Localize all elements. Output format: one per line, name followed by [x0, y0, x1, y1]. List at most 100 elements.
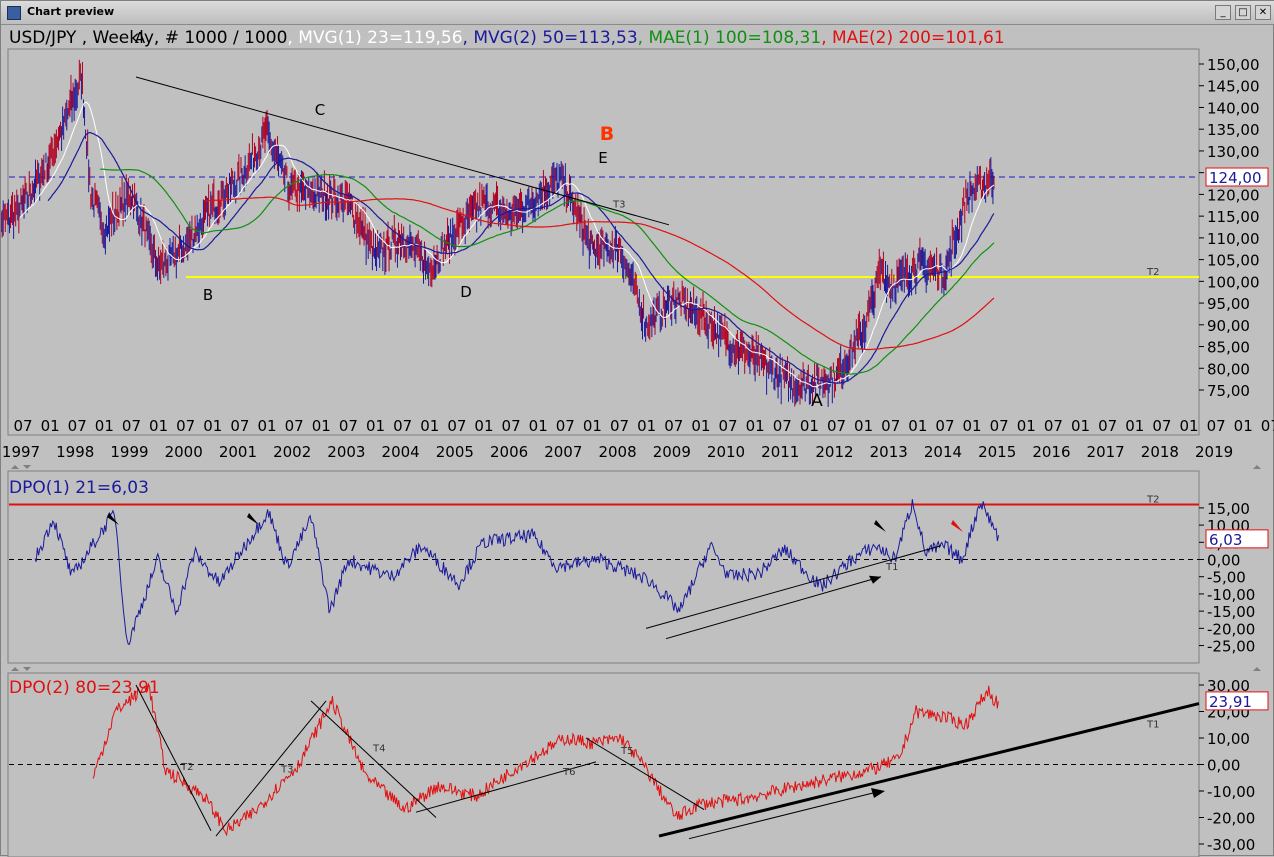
price-y-axis: 150,00145,00140,00135,00130,00125,00120,… — [1199, 56, 1269, 400]
month-tick-label: 01 — [1071, 417, 1090, 435]
month-tick-label: 01 — [529, 417, 548, 435]
minimize-button[interactable]: _ — [1215, 5, 1231, 20]
month-tick-label: 07 — [176, 417, 195, 435]
splitter-handle-1[interactable] — [11, 465, 31, 469]
dpo1-title: DPO(1) 21=6,03 — [9, 478, 149, 498]
month-tick-label: 07 — [1261, 417, 1274, 435]
instrument-label: USD/JPY , Weekly, # 1000 / 1000 — [9, 28, 287, 48]
year-tick-label: 2010 — [707, 443, 745, 461]
month-tick-label: 07 — [339, 417, 358, 435]
month-tick-label: 07 — [68, 417, 87, 435]
dpo2-arrow-line — [688, 790, 882, 840]
year-tick-label: 2005 — [436, 443, 474, 461]
maximize-button[interactable]: □ — [1235, 5, 1251, 20]
price-tick-label: 130,00 — [1207, 143, 1260, 161]
dpo1-tick-label: -10,00 — [1207, 586, 1255, 604]
price-tick-label: 150,00 — [1207, 56, 1260, 74]
dpo1-tick-label: -5,00 — [1207, 569, 1246, 587]
dpo2-last-box — [1205, 691, 1269, 711]
month-tick-label: 01 — [366, 417, 385, 435]
month-tick-label: 07 — [773, 417, 792, 435]
price-tick-label: 120,00 — [1207, 186, 1260, 204]
dpo1-plot: T2 T1 — [9, 494, 1199, 645]
window-titlebar[interactable]: Chart preview _ □ ✕ — [1, 1, 1274, 25]
month-tick-label: 01 — [474, 417, 493, 435]
dpo2-trendline — [585, 737, 705, 810]
month-tick-label: 07 — [1044, 417, 1063, 435]
trend-label: T3 — [612, 199, 625, 210]
window-title: Chart preview — [27, 5, 115, 18]
year-tick-label: 2013 — [870, 443, 908, 461]
month-tick-label: 01 — [95, 417, 114, 435]
dpo2-label: T3 — [280, 764, 293, 775]
dpo2-label: T5 — [620, 746, 633, 757]
month-tick-label: 07 — [610, 417, 629, 435]
last-price-label: 124,00 — [1209, 169, 1262, 187]
dpo1-tick-label: -25,00 — [1207, 638, 1255, 656]
price-tick-label: 85,00 — [1207, 339, 1250, 357]
month-tick-label: 01 — [691, 417, 710, 435]
close-button[interactable]: ✕ — [1255, 5, 1271, 20]
downtrend-line — [135, 76, 670, 226]
price-tick-label: 115,00 — [1207, 208, 1260, 226]
wave-label: A — [135, 29, 146, 47]
month-tick-label: 01 — [800, 417, 819, 435]
price-tick-label: 80,00 — [1207, 360, 1250, 378]
last-price-box — [1205, 167, 1269, 187]
mae2-line — [204, 196, 995, 351]
chart-canvas[interactable]: USD/JPY , Weekly, # 1000 / 1000, MVG(1) … — [1, 25, 1274, 857]
price-tick-label: 135,00 — [1207, 121, 1260, 139]
year-tick-label: 2007 — [544, 443, 582, 461]
month-tick-label: 07 — [935, 417, 954, 435]
support-label: T2 — [1146, 267, 1159, 278]
dpo2-title: DPO(2) 80=23,91 — [9, 678, 160, 698]
month-tick-label: 01 — [149, 417, 168, 435]
month-tick-label: 01 — [746, 417, 765, 435]
month-tick-label: 01 — [312, 417, 331, 435]
month-tick-label: 07 — [1098, 417, 1117, 435]
dpo2-label: T2 — [180, 762, 193, 773]
dpo2-trendline — [135, 684, 212, 831]
year-tick-label: 2018 — [1141, 443, 1179, 461]
month-tick-label: 07 — [664, 417, 683, 435]
dpo1-tick-label: 15,00 — [1207, 500, 1250, 518]
dpo2-tick-label: -10,00 — [1207, 783, 1255, 801]
month-tick-label: 01 — [1017, 417, 1036, 435]
dpo1-tick-label: 0,00 — [1207, 552, 1240, 570]
dpo2-tick-label: -30,00 — [1207, 836, 1255, 854]
splitter-handle-2[interactable] — [11, 667, 31, 671]
month-tick-label: 01 — [854, 417, 873, 435]
dpo1-panel[interactable] — [7, 470, 1200, 664]
month-tick-label: 01 — [257, 417, 276, 435]
svg-text:USD/JPY , Weekly, # 1000 / 100: USD/JPY , Weekly, # 1000 / 1000, MVG(1) … — [9, 28, 1005, 48]
dpo2-tick-label: 0,00 — [1207, 757, 1240, 775]
month-tick-label: 07 — [556, 417, 575, 435]
wave-label: A — [811, 391, 823, 411]
dpo2-trendline — [215, 700, 327, 837]
month-tick-label: 07 — [990, 417, 1009, 435]
month-tick-label: 01 — [963, 417, 982, 435]
year-tick-label: 2003 — [327, 443, 365, 461]
dpo2-plot: T2 T3 T4 T6 T5 T1 — [9, 682, 1200, 840]
month-tick-label: 01 — [637, 417, 656, 435]
year-tick-label: 2002 — [273, 443, 311, 461]
month-tick-label: 01 — [420, 417, 439, 435]
year-tick-label: 2004 — [382, 443, 420, 461]
year-tick-label: 1999 — [110, 443, 148, 461]
month-tick-label: 01 — [1234, 417, 1253, 435]
mvg2-line — [47, 132, 995, 384]
month-tick-label: 07 — [1207, 417, 1226, 435]
year-tick-label: 1997 — [2, 443, 40, 461]
dpo2-label: T4 — [372, 743, 385, 754]
dpo1-arrow-line — [665, 576, 882, 640]
dpo2-tick-label: 10,00 — [1207, 730, 1250, 748]
dpo2-tick-label: 30,00 — [1207, 677, 1250, 695]
year-tick-label: 2014 — [924, 443, 962, 461]
dpo2-line — [92, 682, 999, 837]
month-tick-label: 07 — [827, 417, 846, 435]
price-tick-label: 145,00 — [1207, 78, 1260, 96]
year-tick-label: 2000 — [165, 443, 203, 461]
dpo1-trend-label: T1 — [885, 562, 898, 573]
month-tick-label: 01 — [908, 417, 927, 435]
